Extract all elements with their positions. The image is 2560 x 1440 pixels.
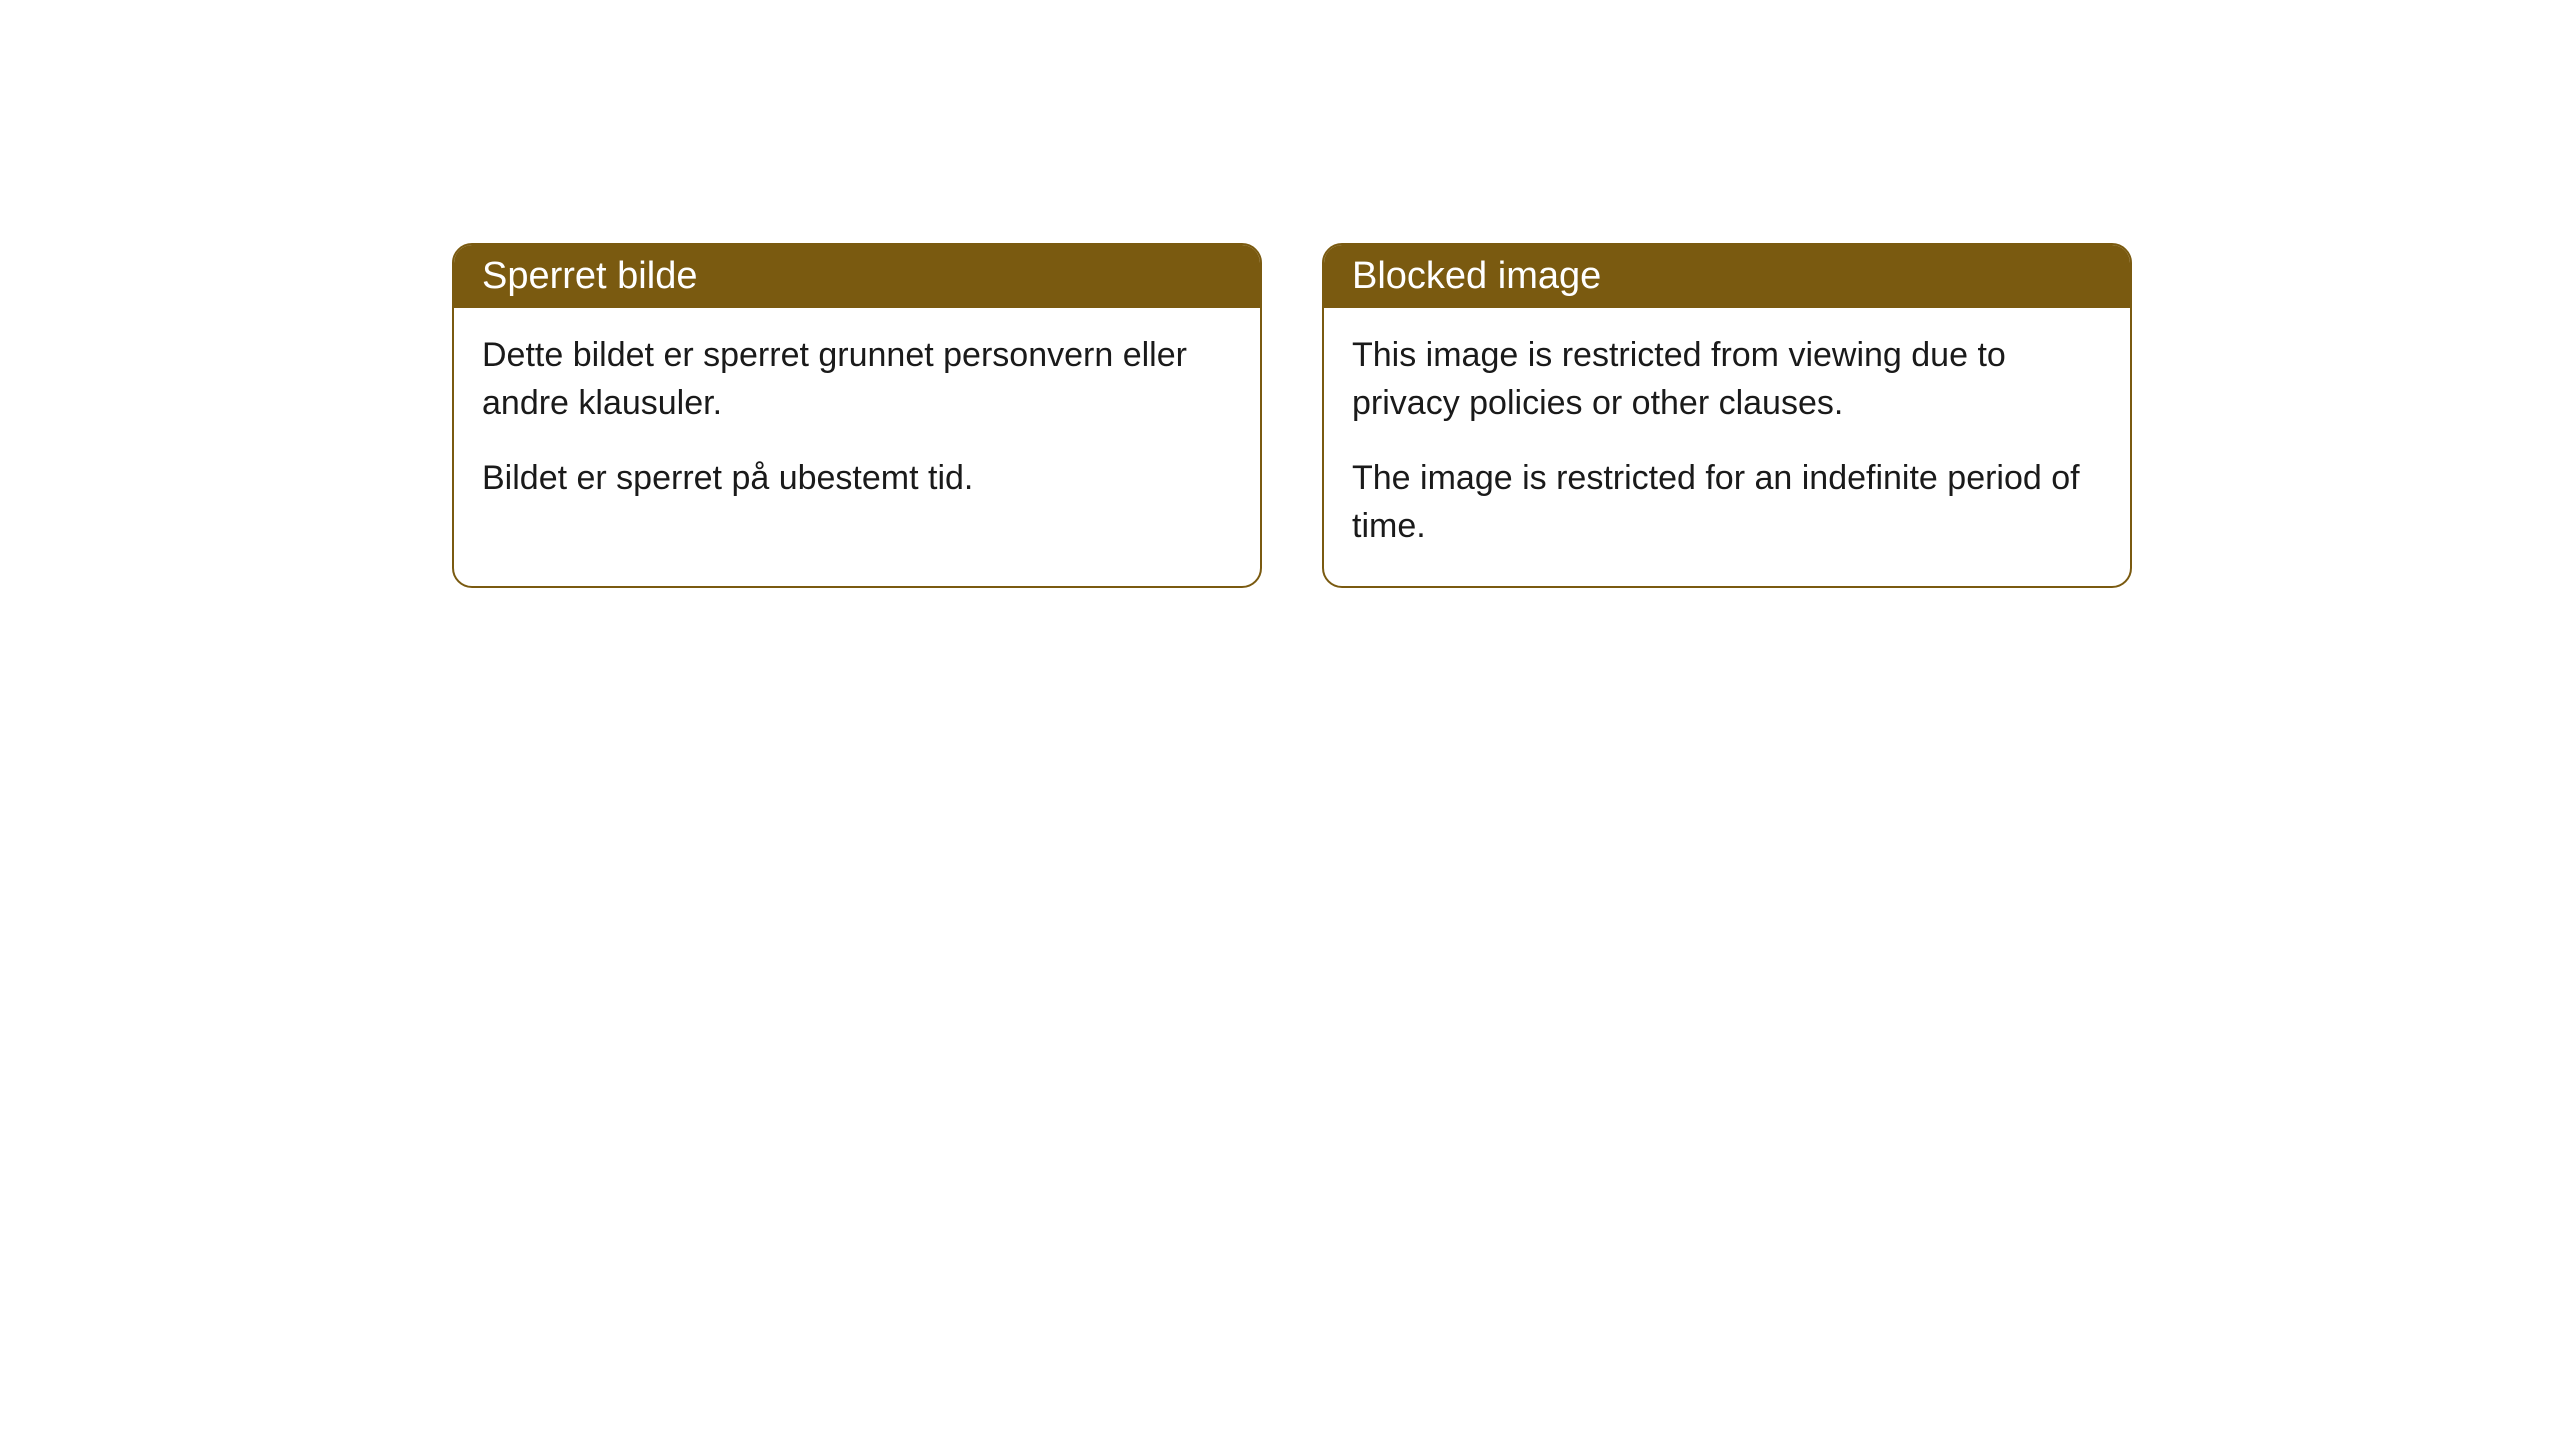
notice-paragraph-2: The image is restricted for an indefinit… [1352,455,2102,550]
notice-paragraph-1: Dette bildet er sperret grunnet personve… [482,332,1232,427]
notice-card-english: Blocked image This image is restricted f… [1322,243,2132,588]
notice-body: Dette bildet er sperret grunnet personve… [454,308,1260,539]
notice-card-norwegian: Sperret bilde Dette bildet er sperret gr… [452,243,1262,588]
notice-header: Sperret bilde [454,245,1260,308]
notice-header: Blocked image [1324,245,2130,308]
notice-title: Sperret bilde [482,255,697,297]
notice-title: Blocked image [1352,255,1601,297]
notice-paragraph-1: This image is restricted from viewing du… [1352,332,2102,427]
notice-body: This image is restricted from viewing du… [1324,308,2130,586]
notice-paragraph-2: Bildet er sperret på ubestemt tid. [482,455,1232,503]
notice-container: Sperret bilde Dette bildet er sperret gr… [452,243,2132,588]
